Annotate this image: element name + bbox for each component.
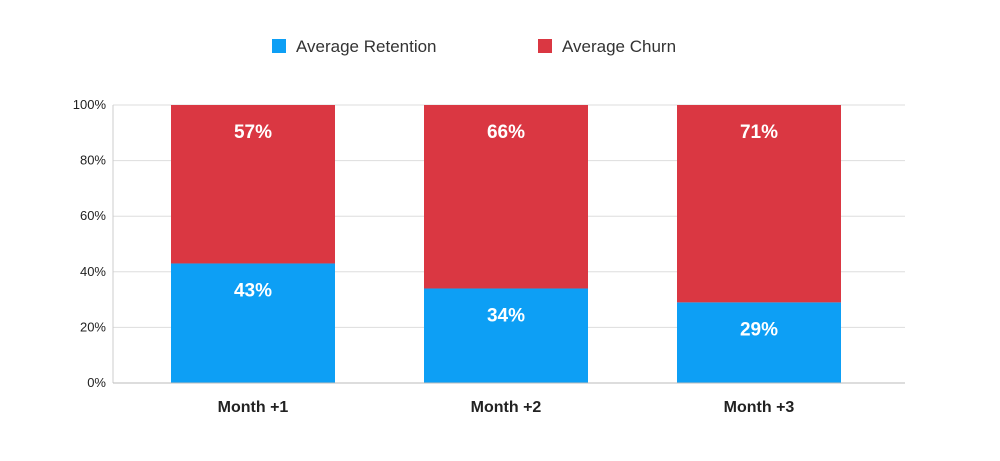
x-category-label: Month +1: [218, 399, 289, 416]
legend-swatch: [272, 39, 286, 53]
x-axis: Month +1 Month +2 Month +3: [113, 382, 905, 416]
data-label: 57%: [234, 122, 272, 143]
y-tick-label: 20%: [80, 319, 106, 334]
data-label: 34%: [487, 305, 525, 326]
bars: 43% 57% 34% 66% 29% 71%: [171, 105, 841, 383]
y-tick-label: 80%: [80, 153, 106, 168]
bar-average-retention: [677, 302, 841, 383]
y-tick-label: 60%: [80, 208, 106, 223]
y-axis: 0% 20% 40% 60% 80% 100%: [73, 97, 114, 390]
bar-average-churn: [677, 105, 841, 303]
legend-swatch: [538, 39, 552, 53]
x-category-label: Month +3: [724, 399, 795, 416]
data-label: 71%: [740, 122, 778, 143]
legend-label: Average Churn: [562, 37, 676, 56]
data-label: 66%: [487, 122, 525, 143]
y-tick-label: 100%: [73, 97, 107, 112]
bar-average-retention: [424, 288, 588, 383]
x-category-label: Month +2: [471, 399, 542, 416]
y-tick-label: 40%: [80, 264, 106, 279]
bar-average-churn: [424, 105, 588, 289]
data-label: 43%: [234, 280, 272, 301]
y-tick-label: 0%: [87, 375, 106, 390]
legend-label: Average Retention: [296, 37, 437, 56]
bar-average-retention: [171, 263, 335, 383]
legend: Average Retention Average Churn: [272, 37, 676, 56]
bar-average-churn: [171, 105, 335, 264]
data-label: 29%: [740, 319, 778, 340]
